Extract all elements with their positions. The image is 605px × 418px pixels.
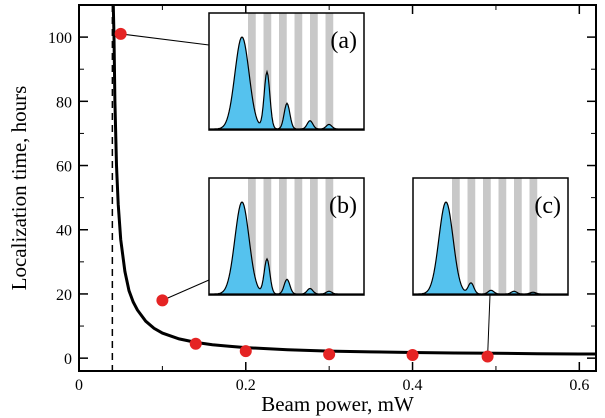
inset-stripe xyxy=(310,13,318,130)
data-point xyxy=(406,348,419,361)
inset-stripe xyxy=(483,178,491,295)
inset-b: (b) xyxy=(208,177,365,296)
data-point xyxy=(239,345,252,358)
inset-stripe xyxy=(467,178,476,295)
x-tick-label: 0.2 xyxy=(236,377,256,394)
plot-frame xyxy=(78,4,597,372)
data-point xyxy=(189,337,202,350)
inset-stripe xyxy=(248,178,256,295)
insets: (a) (b) (c) xyxy=(208,12,569,296)
inset-stripe xyxy=(452,178,460,295)
inset-stripe xyxy=(263,178,272,295)
y-tick-label: 0 xyxy=(64,351,72,368)
fit-curve xyxy=(111,5,596,356)
data-point xyxy=(323,348,336,361)
x-tick-label: 0 xyxy=(75,377,83,394)
y-tick-label: 80 xyxy=(56,94,72,111)
data-point xyxy=(481,350,494,363)
x-tick-label: 0.6 xyxy=(569,377,589,394)
inset-frame xyxy=(208,12,365,131)
inset-frame xyxy=(208,177,365,296)
inset-stripe xyxy=(514,178,522,295)
inset-stripe xyxy=(325,13,334,130)
inset-connectors xyxy=(120,33,491,357)
inset-label: (a) xyxy=(330,28,357,54)
fit-curve-group xyxy=(111,5,596,356)
inset-connector xyxy=(162,279,210,301)
inset-stripe xyxy=(310,178,318,295)
x-tick-label: 0.4 xyxy=(403,377,423,394)
inset-stripe xyxy=(529,178,538,295)
inset-connector xyxy=(120,33,210,46)
data-points xyxy=(114,27,494,363)
inset-label: (c) xyxy=(534,193,561,219)
y-tick-label: 100 xyxy=(48,30,72,47)
inset-stripe xyxy=(248,13,256,130)
data-point xyxy=(156,294,169,307)
y-axis-label: Localization time, hours xyxy=(7,86,31,291)
y-tick-label: 20 xyxy=(56,287,72,304)
inset-stripe xyxy=(279,13,287,130)
inset-c: (c) xyxy=(412,177,569,296)
inset-intensity-profile xyxy=(209,36,364,130)
inset-connector xyxy=(487,294,491,357)
inset-frame xyxy=(412,177,569,296)
inset-stripe xyxy=(294,178,303,295)
y-tick-label: 40 xyxy=(56,223,72,240)
inset-label: (b) xyxy=(329,193,357,219)
x-axis-label: Beam power, mW xyxy=(261,392,414,416)
axis-ticks: 0 0.2 0.4 0.6 0 20 40 60 80 100 xyxy=(48,5,596,394)
inset-stripe xyxy=(498,178,507,295)
inset-stripe xyxy=(279,178,287,295)
inset-stripe xyxy=(325,178,334,295)
inset-stripe xyxy=(294,13,303,130)
inset-a: (a) xyxy=(208,12,365,131)
inset-intensity-profile xyxy=(209,201,364,295)
y-tick-label: 60 xyxy=(56,159,72,176)
data-point xyxy=(114,27,127,40)
inset-intensity-profile xyxy=(413,201,568,295)
